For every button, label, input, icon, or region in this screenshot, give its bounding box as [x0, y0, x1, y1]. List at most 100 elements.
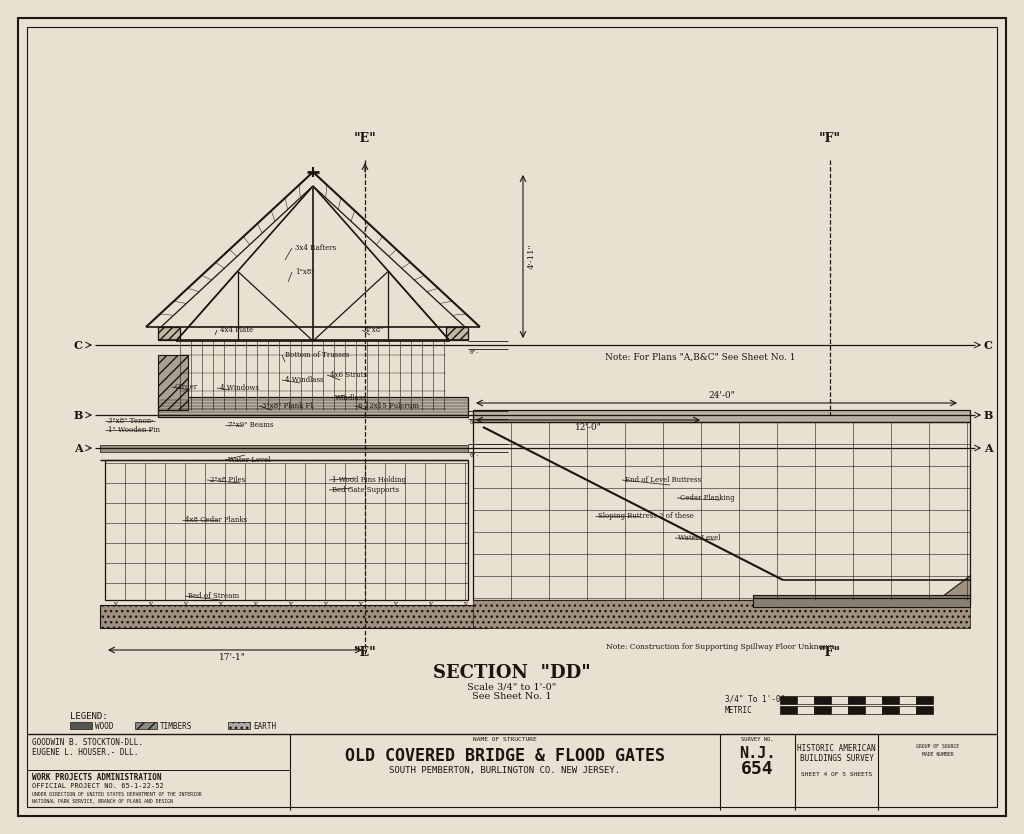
Text: B: B: [74, 409, 83, 420]
Text: v: v: [323, 600, 327, 608]
Bar: [158, 397, 468, 417]
Text: BUILDINGS SURVEY: BUILDINGS SURVEY: [800, 754, 873, 763]
Bar: [831, 696, 848, 704]
Text: 3x4 Rafters: 3x4 Rafters: [295, 244, 336, 252]
Text: EARTH: EARTH: [253, 722, 276, 731]
Text: SHEET 4 OF 5 SHEETS: SHEET 4 OF 5 SHEETS: [801, 772, 872, 777]
Polygon shape: [930, 575, 970, 605]
Text: 0"-: 0"-: [470, 420, 480, 425]
Text: MADE NUMBER: MADE NUMBER: [922, 752, 953, 757]
Bar: [882, 706, 899, 714]
Bar: [473, 600, 970, 628]
Text: C: C: [74, 339, 83, 350]
Text: v: v: [393, 600, 397, 608]
Text: SECTION  "DD": SECTION "DD": [433, 664, 591, 682]
Text: 4'-11": 4'-11": [528, 244, 536, 269]
Text: GROUP OF SOURCE: GROUP OF SOURCE: [915, 744, 959, 749]
Text: 24'-0": 24'-0": [709, 391, 735, 400]
Text: 654: 654: [741, 760, 774, 778]
Text: WOOD: WOOD: [95, 722, 114, 731]
Bar: [135, 722, 157, 729]
Bar: [848, 696, 865, 704]
Text: N.J.: N.J.: [739, 746, 776, 761]
Text: Cedar Planking: Cedar Planking: [680, 494, 734, 502]
Text: B: B: [983, 409, 992, 420]
Bar: [473, 422, 970, 600]
Bar: [899, 706, 916, 714]
Text: 0"-: 0"-: [470, 350, 480, 355]
Text: "E": "E": [353, 646, 377, 659]
Text: End of Level Buttress: End of Level Buttress: [625, 476, 701, 484]
Text: "F": "F": [819, 132, 841, 145]
Text: 2"x8 Piles: 2"x8 Piles: [210, 476, 245, 484]
Text: WORK PROJECTS ADMINISTRATION: WORK PROJECTS ADMINISTRATION: [32, 773, 162, 782]
Text: SOUTH PEMBERTON, BURLINGTON CO. NEW JERSEY.: SOUTH PEMBERTON, BURLINGTON CO. NEW JERS…: [389, 766, 621, 775]
Text: OFFICIAL PROJECT NO. 65-1-22-52: OFFICIAL PROJECT NO. 65-1-22-52: [32, 783, 164, 790]
Text: HISTORIC AMERICAN: HISTORIC AMERICAN: [798, 744, 876, 753]
Bar: [831, 706, 848, 714]
Text: v: v: [148, 600, 152, 608]
Text: Bottom of Trusses: Bottom of Trusses: [285, 351, 349, 359]
Bar: [70, 722, 92, 729]
Text: 3"x8" Plank Fl.: 3"x8" Plank Fl.: [262, 402, 314, 410]
Text: METRIC: METRIC: [725, 706, 753, 715]
Text: 1"x8": 1"x8": [295, 268, 314, 276]
Text: v: v: [358, 600, 362, 608]
Text: 1" Wooden Pin: 1" Wooden Pin: [108, 426, 160, 434]
Text: 12'-0": 12'-0": [574, 423, 601, 432]
Text: 6 12x15 Fulcrum: 6 12x15 Fulcrum: [358, 402, 419, 410]
Bar: [848, 706, 865, 714]
Text: GOODWIN B. STOCKTON-DLL.: GOODWIN B. STOCKTON-DLL.: [32, 738, 143, 747]
Bar: [158, 355, 188, 410]
Bar: [814, 706, 831, 714]
Text: 3/4" To 1'-0": 3/4" To 1'-0": [725, 694, 785, 703]
Text: Windlass: Windlass: [335, 394, 367, 402]
Bar: [882, 696, 899, 704]
Text: TIMBERS: TIMBERS: [160, 722, 193, 731]
Bar: [899, 696, 916, 704]
Text: Note: Construction for Supporting Spillway Floor Unknown: Note: Construction for Supporting Spillw…: [606, 643, 835, 651]
Text: v: v: [253, 600, 257, 608]
Text: 4"x8": 4"x8": [365, 326, 384, 334]
Text: v: v: [463, 600, 467, 608]
Bar: [865, 696, 882, 704]
Text: Bed of Stream: Bed of Stream: [188, 592, 240, 600]
Text: v: v: [183, 600, 187, 608]
Bar: [916, 696, 933, 704]
Bar: [100, 605, 488, 628]
Text: 4 Windows: 4 Windows: [220, 384, 259, 392]
Text: See Sheet No. 1: See Sheet No. 1: [472, 692, 552, 701]
Bar: [916, 706, 933, 714]
Bar: [814, 696, 831, 704]
Bar: [753, 595, 970, 607]
Text: A: A: [74, 443, 82, 454]
Bar: [105, 460, 468, 600]
Text: v: v: [113, 600, 117, 608]
Text: Water Level: Water Level: [678, 534, 720, 542]
Text: 4x8 Cedar Planks: 4x8 Cedar Planks: [185, 516, 247, 524]
Text: SURVEY NO.: SURVEY NO.: [741, 737, 774, 742]
Text: v: v: [288, 600, 292, 608]
Bar: [446, 327, 468, 340]
Bar: [473, 410, 970, 422]
Bar: [100, 445, 468, 452]
Text: Scale 3/4" to 1'-0": Scale 3/4" to 1'-0": [467, 682, 557, 691]
Text: Sloping Buttress 2 of these: Sloping Buttress 2 of these: [598, 512, 694, 520]
Text: Water Level: Water Level: [228, 456, 270, 464]
Bar: [797, 696, 814, 704]
Text: NATIONAL PARK SERVICE, BRANCH OF PLANS AND DESIGN: NATIONAL PARK SERVICE, BRANCH OF PLANS A…: [32, 800, 173, 805]
Text: LEGEND:: LEGEND:: [70, 712, 108, 721]
Text: 4 Windlass: 4 Windlass: [285, 376, 324, 384]
Text: v: v: [428, 600, 432, 608]
Text: 4x6 Struts: 4x6 Struts: [330, 371, 367, 379]
Text: 7"x9" Beams: 7"x9" Beams: [228, 421, 273, 429]
Bar: [780, 706, 797, 714]
Text: Bed Gate Supports: Bed Gate Supports: [332, 486, 399, 494]
Text: "F": "F": [819, 646, 841, 659]
Text: Girder: Girder: [175, 383, 198, 391]
Bar: [797, 706, 814, 714]
Bar: [158, 327, 180, 340]
Text: 4x4 Plate: 4x4 Plate: [220, 326, 253, 334]
Text: UNDER DIRECTION OF UNITED STATES DEPARTMENT OF THE INTERIOR: UNDER DIRECTION OF UNITED STATES DEPARTM…: [32, 792, 202, 797]
Bar: [228, 722, 250, 729]
